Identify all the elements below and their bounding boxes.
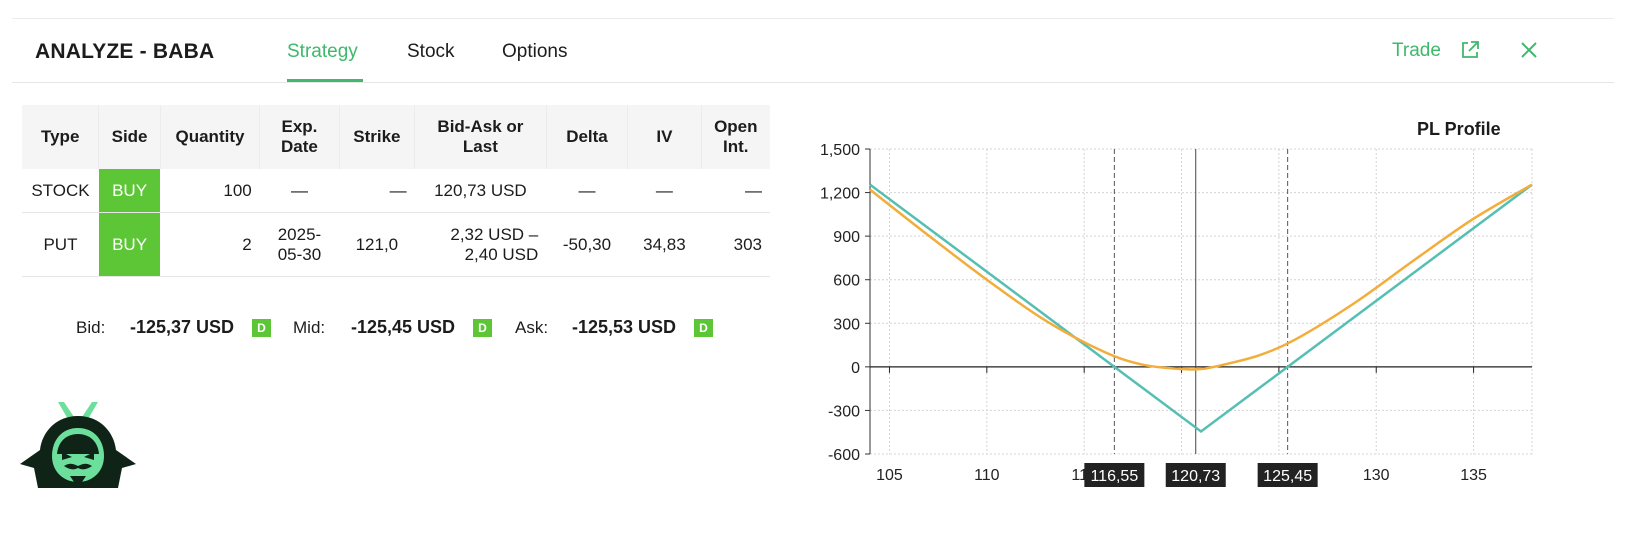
y-tick-label: 0 [851,360,860,377]
col-quantity: Quantity [159,105,260,169]
marker-label-bg [1165,463,1226,487]
cell-quantity: 2 [160,212,260,277]
y-tick-label: 1,500 [820,142,860,159]
cell-exp-date: — [259,169,340,213]
bid-label: Bid: [76,318,106,337]
cell-iv: — [627,169,702,213]
cell-bid-ask: 2,32 USD – 2,40 USD [414,212,547,277]
y-tick-label: 600 [833,273,860,290]
col-type: Type [22,105,99,169]
y-tick-label: -300 [828,403,860,420]
panel-header: ANALYZE - BABA Strategy Stock Options Tr… [12,18,1614,83]
cell-bid-ask: 120,73 USD [414,169,547,213]
col-side: Side [98,105,161,169]
ask-value: -125,53 USD [572,317,677,337]
cell-strike: 121,0 [339,212,415,277]
cell-type: PUT [22,212,99,277]
bid-delayed-badge: D [252,319,271,337]
tab-options[interactable]: Options [502,41,568,62]
cell-quantity: 100 [160,169,260,213]
cell-open-int: 303 [701,212,770,277]
cell-strike: — [339,169,415,213]
x-tick-label: 130 [1363,467,1390,484]
external-link-icon[interactable] [1460,40,1480,60]
samurai-logo [20,402,136,488]
table-row: PUT BUY 2 2025- 05-30 121,0 2,32 USD – 2… [22,212,770,277]
marker-label: 125,45 [1263,468,1312,485]
marker-label: 116,55 [1090,468,1138,485]
marker-label: 120,73 [1171,468,1220,485]
pl-at-expiry-line [869,183,1533,434]
cell-exp-date: 2025- 05-30 [259,212,340,277]
y-tick-label: 300 [833,316,860,333]
x-tick-label: 105 [876,467,903,484]
marker-label-bg [1084,463,1145,487]
chart-title: PL Profile [1417,119,1501,139]
mid-delayed-badge: D [473,319,492,337]
page-title: ANALYZE - BABA [35,40,215,63]
pl-profile-chart: -600-30003006009001,2001,500105110115120… [820,142,1533,487]
cell-type: STOCK [22,169,99,213]
cell-delta: -50,30 [546,212,628,277]
side-buy-badge: BUY [98,212,161,277]
ask-delayed-badge: D [694,319,713,337]
y-tick-label: 1,200 [820,186,860,203]
col-open-int: Open Int. [700,105,770,169]
tab-stock[interactable]: Stock [407,41,455,62]
col-iv: IV [627,105,702,169]
marker-label-bg [1257,463,1318,487]
close-icon[interactable] [1520,41,1538,59]
strategy-legs-table: Type Side Quantity Exp. Date Strike Bid-… [22,105,770,277]
y-tick-label: -600 [828,447,860,464]
tab-strategy[interactable]: Strategy [287,41,358,62]
cell-iv: 34,83 [627,212,702,277]
ask-label: Ask: [515,318,549,337]
cell-open-int: — [701,169,770,213]
analyze-panel: ANALYZE - BABA Strategy Stock Options Tr… [12,18,1614,528]
header-top-divider [12,18,1614,19]
mid-label: Mid: [293,318,326,337]
bid-value: -125,37 USD [130,317,235,337]
active-tab-indicator [287,79,363,82]
table-row: STOCK BUY 100 — — 120,73 USD — — — [22,169,770,213]
x-tick-label: 110 [974,467,1000,484]
col-exp-date: Exp. Date [259,105,340,169]
col-bid-ask: Bid-Ask or Last [414,105,547,169]
mid-value: -125,45 USD [351,317,456,337]
y-tick-label: 900 [833,229,860,246]
pl-today-line [869,183,1533,371]
col-strike: Strike [338,105,415,169]
x-tick-label: 135 [1460,467,1487,484]
cell-delta: — [546,169,628,213]
col-delta: Delta [545,105,628,169]
table-header-row: Type Side Quantity Exp. Date Strike Bid-… [22,105,770,169]
trade-link[interactable]: Trade [1392,40,1441,61]
side-buy-badge: BUY [98,169,161,213]
